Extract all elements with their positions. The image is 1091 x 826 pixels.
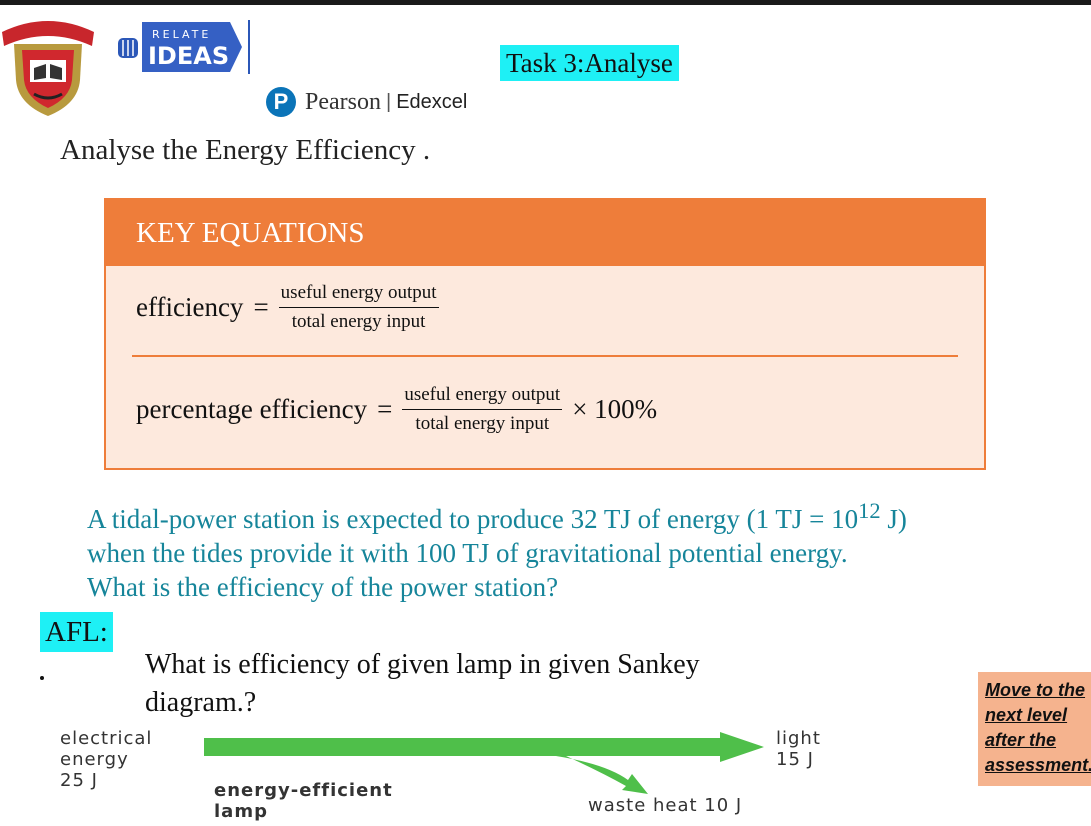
bullet-dot xyxy=(40,676,44,680)
sankey-device-line-2: lamp xyxy=(214,801,268,822)
sankey-input-label: electrical energy 25 J xyxy=(60,728,152,791)
afl-question: What is efficiency of given lamp in give… xyxy=(145,646,845,722)
pearson-name: Pearson xyxy=(305,88,381,115)
eq1-lhs: efficiency xyxy=(136,292,244,322)
sankey-input-line-1: electrical xyxy=(60,728,153,749)
question-line-1-end: J) xyxy=(880,504,907,534)
sankey-diagram xyxy=(204,732,764,794)
edexcel-name: Edexcel xyxy=(396,90,468,113)
task-label: Task 3:Analyse xyxy=(500,45,679,81)
tidal-question: A tidal-power station is expected to pro… xyxy=(87,494,1047,604)
pearson-p-icon: P xyxy=(266,87,296,117)
eq1-numerator: useful energy output xyxy=(278,282,439,308)
eq2-denominator: total energy input xyxy=(415,413,550,434)
key-equations-box: KEY EQUATIONS efficiency = useful energy… xyxy=(104,198,986,470)
publisher-separator: | xyxy=(385,90,392,113)
question-exponent: 12 xyxy=(858,498,881,523)
question-line-1: A tidal-power station is expected to pro… xyxy=(87,494,1047,536)
sankey-output-value: 15 J xyxy=(776,749,814,770)
sankey-output-name: light xyxy=(776,728,821,749)
eq2-equals: = xyxy=(377,394,393,424)
sankey-output-label: light 15 J xyxy=(776,728,821,770)
pearson-edexcel-logo: P Pearson | Edexcel xyxy=(266,86,467,118)
move-line-1: Move to the xyxy=(985,680,1086,700)
sankey-waste-label: waste heat 10 J xyxy=(588,795,743,816)
afl-label: AFL: xyxy=(40,612,113,652)
relate-ideas-logo: RELATE IDEAS xyxy=(118,20,250,74)
sankey-input-value: 25 J xyxy=(60,770,98,791)
move-line-4: assessment. xyxy=(985,755,1091,775)
logo-text-ideas: IDEAS xyxy=(148,42,229,70)
efficiency-equation: efficiency = useful energy output total … xyxy=(136,282,449,333)
key-equations-title: KEY EQUATIONS xyxy=(106,200,984,266)
move-line-3: after the xyxy=(985,730,1057,750)
sankey-device-label: energy-efficient lamp xyxy=(214,780,393,822)
eq2-numerator: useful energy output xyxy=(402,384,563,410)
eq2-lhs: percentage efficiency xyxy=(136,394,368,424)
eq1-fraction: useful energy output total energy input xyxy=(278,282,439,333)
afl-question-line-2: diagram.? xyxy=(145,687,257,718)
page-heading: Analyse the Energy Efficiency . xyxy=(60,134,431,166)
equation-divider xyxy=(132,355,958,357)
sankey-waste-arrow xyxy=(556,756,648,794)
sankey-device-line-1: energy-efficient xyxy=(214,780,393,801)
eq1-equals: = xyxy=(253,292,269,322)
logo-text-relate: RELATE xyxy=(152,28,211,41)
eq1-denominator: total energy input xyxy=(291,311,426,332)
question-line-2: when the tides provide it with 100 TJ of… xyxy=(87,538,848,568)
sankey-main-arrow xyxy=(204,732,764,762)
school-crest-logo xyxy=(2,21,94,116)
move-line-2: next level xyxy=(985,705,1068,725)
move-to-next-level-note: Move to the next level after the assessm… xyxy=(978,672,1091,786)
eq2-fraction: useful energy output total energy input xyxy=(402,384,563,435)
question-line-1-text: A tidal-power station is expected to pro… xyxy=(87,504,859,534)
sankey-input-line-2: energy xyxy=(60,749,129,770)
top-border xyxy=(0,0,1091,5)
percentage-efficiency-equation: percentage efficiency = useful energy ou… xyxy=(136,384,657,435)
eq2-suffix: × 100% xyxy=(572,394,658,424)
afl-question-line-1: What is efficiency of given lamp in give… xyxy=(145,649,700,680)
question-line-3: What is the efficiency of the power stat… xyxy=(87,572,559,602)
